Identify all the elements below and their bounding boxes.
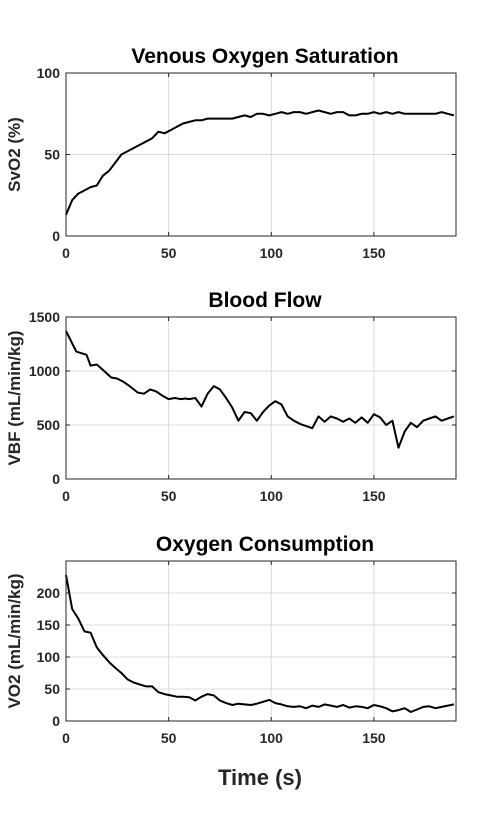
x-tick-label: 50 [161, 488, 177, 504]
y-axis-label: VO2 (mL/min/kg) [5, 573, 24, 708]
x-tick-label: 50 [161, 730, 177, 746]
panel-venous-oxygen-saturation: 0 50 100 150 0 50 100 Venous Oxygen Saturation S… [5, 45, 457, 261]
axes-frame [65, 560, 457, 722]
y-tick-label: 1500 [29, 309, 60, 325]
x-tick-label: 150 [362, 488, 386, 504]
y-tick-label: 150 [37, 617, 61, 633]
y-tick-label: 0 [52, 228, 60, 244]
y-tick-label: 50 [44, 147, 60, 163]
y-tick-label: 50 [44, 681, 60, 697]
y-tick-label: 200 [37, 585, 61, 601]
axes-frame [65, 316, 457, 480]
chart-title: Oxygen Consumption [156, 533, 374, 556]
y-axis-label: SvO2 (%) [5, 117, 24, 192]
chart-title: Blood Flow [208, 289, 322, 312]
y-axis-label: VBF (mL/min/kg) [5, 330, 24, 465]
x-tick-label: 150 [362, 730, 386, 746]
y-tick-label: 100 [37, 65, 61, 81]
x-tick-label: 0 [62, 730, 70, 746]
series-line [65, 574, 455, 713]
y-tick-label: 100 [37, 649, 61, 665]
y-tick-label: 0 [52, 713, 60, 729]
x-tick-label: 100 [260, 730, 284, 746]
series-line [65, 109, 455, 216]
y-tick-label: 500 [37, 417, 61, 433]
x-tick-label: 100 [260, 245, 284, 261]
x-tick-label: 150 [362, 245, 386, 261]
y-tick-label: 0 [52, 471, 60, 487]
figure-x-axis-label: Time (s) [218, 765, 302, 790]
x-tick-label: 50 [161, 245, 177, 261]
x-tick-label: 0 [62, 488, 70, 504]
x-tick-label: 0 [62, 245, 70, 261]
chart-title: Venous Oxygen Saturation [131, 45, 398, 68]
x-tick-label: 100 [260, 488, 284, 504]
panel-oxygen-consumption: 0 50 100 150 0 50 100 150 200 Oxygen Consumption V… [5, 533, 457, 746]
series-line [65, 330, 455, 449]
y-tick-label: 1000 [29, 363, 60, 379]
